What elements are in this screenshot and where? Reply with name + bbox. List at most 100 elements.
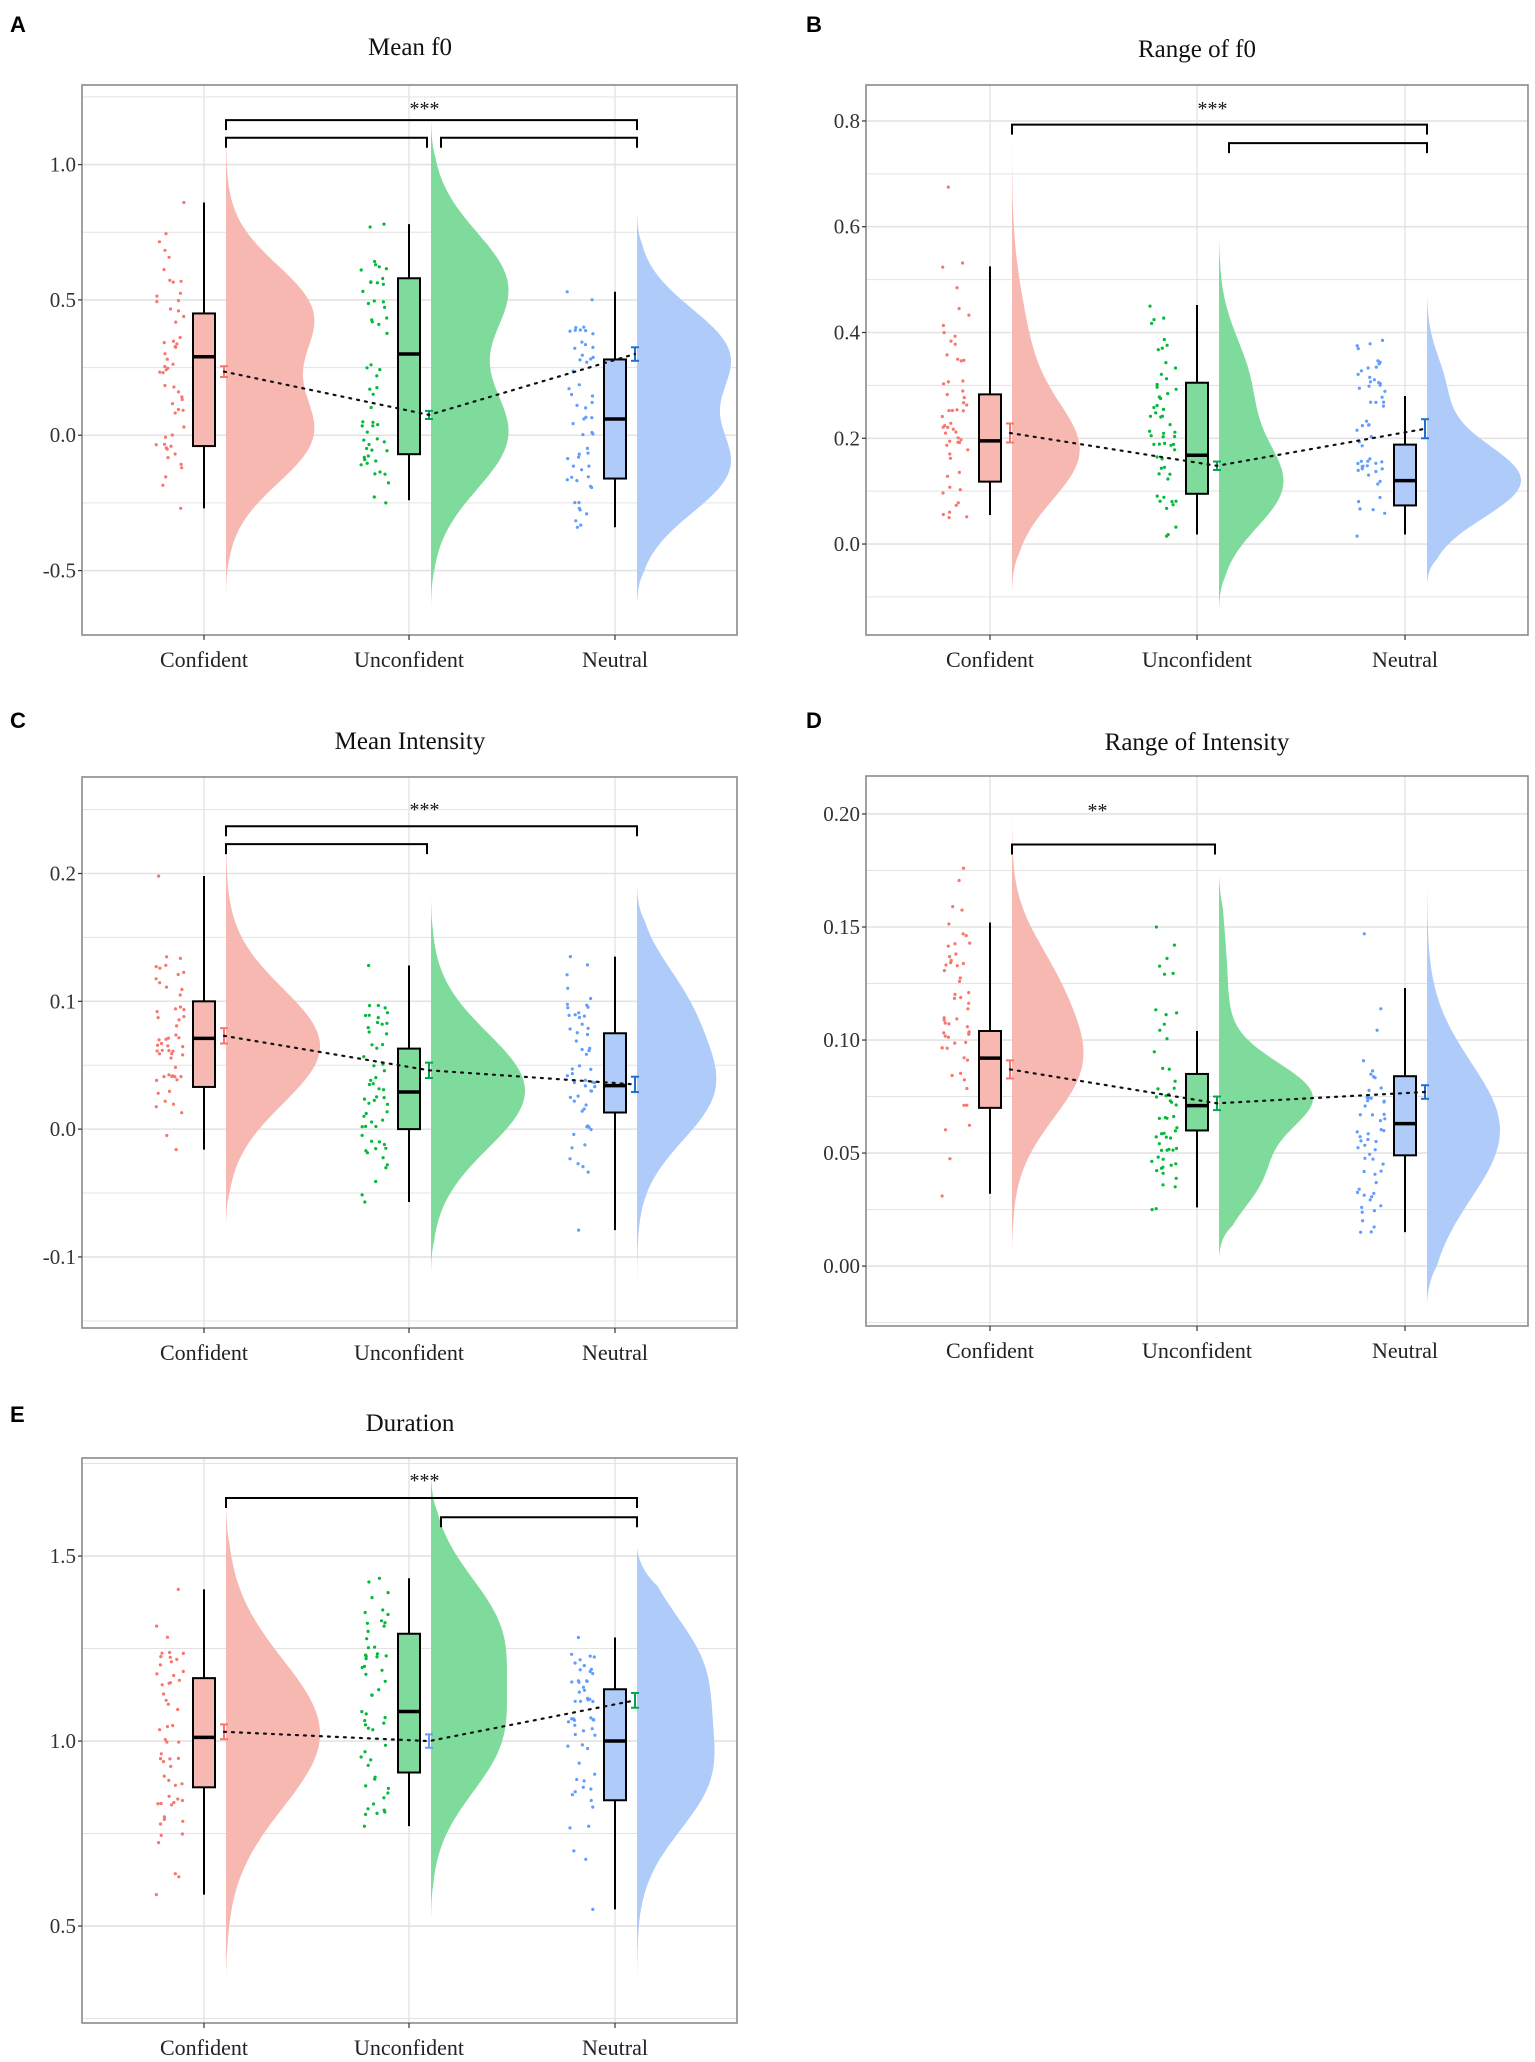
data-point <box>175 342 179 346</box>
data-point <box>366 1026 370 1030</box>
data-point <box>173 1783 177 1787</box>
data-point <box>1367 473 1371 477</box>
data-point <box>954 503 958 507</box>
data-point <box>948 955 952 959</box>
data-point <box>177 1018 181 1022</box>
data-point <box>1355 1130 1359 1134</box>
data-point <box>363 1013 368 1018</box>
data-point <box>1369 400 1373 404</box>
x-tick-label: Neutral <box>582 1340 648 1365</box>
data-point <box>366 1726 370 1730</box>
data-point <box>382 1796 386 1800</box>
data-point <box>382 1069 386 1073</box>
data-point <box>164 475 168 479</box>
data-point <box>379 1619 384 1623</box>
data-point <box>182 200 186 205</box>
data-point <box>1358 1113 1362 1117</box>
data-point <box>1383 1117 1387 1121</box>
data-point <box>568 1157 572 1161</box>
data-point <box>158 1822 163 1826</box>
data-point <box>566 1006 570 1010</box>
data-point <box>566 457 570 461</box>
data-point <box>1154 1008 1158 1012</box>
data-point <box>170 1052 174 1056</box>
data-point <box>1150 321 1154 325</box>
data-point <box>584 1857 588 1861</box>
data-point <box>173 1872 177 1876</box>
data-point <box>1150 1159 1154 1163</box>
data-point <box>157 1038 161 1042</box>
data-point <box>1363 1104 1367 1108</box>
data-point <box>1374 1181 1378 1185</box>
significance-label: *** <box>410 98 440 120</box>
box-iqr <box>192 1000 216 1088</box>
data-point <box>386 1786 390 1790</box>
data-point <box>967 1123 972 1127</box>
data-point <box>176 309 181 313</box>
box-iqr <box>978 393 1002 483</box>
data-point <box>177 1875 181 1879</box>
data-point <box>174 1033 178 1037</box>
data-point <box>591 1717 595 1722</box>
data-point <box>170 433 174 437</box>
data-point <box>163 248 167 252</box>
data-point <box>1173 1129 1177 1133</box>
box-iqr <box>1393 443 1417 507</box>
density-half-violin <box>1219 877 1313 1258</box>
density-half-violin <box>431 896 525 1273</box>
data-point <box>179 1075 183 1079</box>
data-point <box>967 1031 971 1035</box>
data-point <box>574 519 578 523</box>
data-point <box>158 1728 162 1732</box>
data-point <box>155 1078 159 1082</box>
data-point <box>159 1752 163 1756</box>
data-point <box>962 1056 966 1060</box>
significance-bracket <box>225 119 638 131</box>
data-point <box>570 1067 574 1071</box>
data-point <box>573 1699 577 1703</box>
data-point <box>573 328 577 332</box>
data-point <box>366 1629 370 1633</box>
data-point <box>384 501 388 505</box>
data-point <box>587 1824 591 1828</box>
y-tick-label: 0.5 <box>50 288 76 312</box>
data-point <box>964 1040 968 1044</box>
data-point <box>942 1018 946 1022</box>
data-point <box>383 1743 388 1747</box>
y-tick-label: 0.8 <box>834 109 860 133</box>
data-point <box>1160 1132 1164 1136</box>
data-point <box>156 1043 160 1047</box>
data-point <box>1355 534 1359 538</box>
data-point <box>377 1576 381 1580</box>
data-point <box>946 944 950 948</box>
data-point <box>1166 392 1170 396</box>
data-point <box>163 383 167 388</box>
data-point <box>1360 1210 1364 1214</box>
data-point <box>946 185 950 189</box>
density-half-violin <box>1012 107 1080 595</box>
data-point <box>175 1657 179 1661</box>
data-point <box>371 1802 376 1806</box>
data-point <box>176 1587 180 1591</box>
x-tick-label: Neutral <box>582 2035 648 2060</box>
x-tick-label: Neutral <box>1372 1338 1438 1363</box>
data-point <box>370 1693 374 1697</box>
data-point <box>365 1151 369 1155</box>
data-point <box>1172 1114 1176 1119</box>
data-point <box>591 355 595 359</box>
data-point <box>948 452 952 456</box>
data-point <box>582 1664 586 1668</box>
data-point <box>581 1685 586 1689</box>
data-point <box>1155 385 1159 389</box>
data-point <box>581 433 585 437</box>
data-point <box>567 387 571 391</box>
data-point <box>367 1580 371 1584</box>
data-point <box>590 416 594 420</box>
data-point <box>362 1055 366 1059</box>
data-point <box>1154 1135 1158 1139</box>
data-point <box>587 1049 591 1053</box>
data-point <box>1374 365 1378 369</box>
data-point <box>1370 1195 1374 1199</box>
data-point <box>946 380 951 384</box>
